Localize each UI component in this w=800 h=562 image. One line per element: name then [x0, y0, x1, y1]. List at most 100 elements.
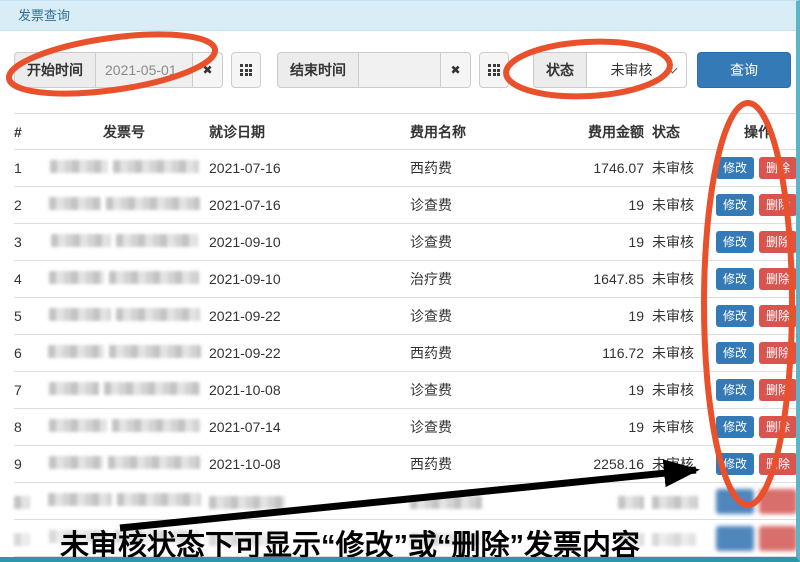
- delete-button[interactable]: 删除: [759, 341, 796, 365]
- status-text: 未审核: [652, 419, 694, 435]
- edit-button[interactable]: 修改: [716, 378, 755, 402]
- status-select[interactable]: 未审核: [587, 52, 687, 88]
- status-text: 未审核: [652, 308, 694, 324]
- visit-date: 2021-09-10: [209, 271, 281, 287]
- invoice-number-redacted: [44, 187, 204, 224]
- row-index: 6: [14, 345, 22, 361]
- clear-icon: ✖: [202, 63, 213, 77]
- search-button[interactable]: 查询: [697, 52, 791, 88]
- fee-amount: 2258.16: [593, 456, 644, 472]
- chevron-down-icon: [667, 63, 678, 74]
- edit-button-redacted[interactable]: [716, 488, 754, 514]
- visit-date: 2021-09-22: [209, 308, 281, 324]
- table-row: 8 2021-07-14 诊查费 19 未审核 修改 删除: [14, 409, 796, 446]
- fee-amount: 1746.07: [593, 160, 644, 176]
- start-time-input[interactable]: [96, 52, 193, 88]
- edit-button[interactable]: 修改: [716, 267, 755, 291]
- col-header-status: 状态: [652, 123, 680, 140]
- edit-button[interactable]: 修改: [716, 341, 755, 365]
- col-header-date: 就诊日期: [209, 123, 265, 140]
- delete-button-redacted[interactable]: [759, 525, 796, 551]
- end-time-input[interactable]: [359, 52, 441, 88]
- start-time-clear-button[interactable]: ✖: [193, 52, 223, 88]
- invoice-number-redacted: [44, 446, 204, 483]
- fee-name: 治疗费: [410, 271, 452, 287]
- status-label: 状态: [533, 52, 587, 88]
- status-selected-value: 未审核: [610, 62, 653, 78]
- edit-button[interactable]: 修改: [716, 156, 755, 180]
- filter-toolbar: 开始时间 ✖ 结束时间 ✖ 状态 未审核 查询: [14, 52, 796, 88]
- visit-date: 2021-07-16: [209, 160, 281, 176]
- table-row: 6 2021-09-22 西药费 116.72 未审核 修改 删除: [14, 335, 796, 372]
- edit-button[interactable]: 修改: [716, 452, 755, 476]
- status-text: 未审核: [652, 271, 694, 287]
- fee-amount: 19: [628, 308, 644, 324]
- fee-name: 西药费: [410, 456, 452, 472]
- invoice-number-redacted: [44, 335, 204, 372]
- invoice-number-redacted: [44, 224, 204, 261]
- col-header-invoice: 发票号: [103, 123, 145, 140]
- visit-date: 2021-09-10: [209, 234, 281, 250]
- delete-button[interactable]: 删除: [759, 230, 796, 254]
- visit-date: 2021-07-14: [209, 419, 281, 435]
- edit-button[interactable]: 修改: [716, 230, 755, 254]
- fee-name: 西药费: [410, 160, 452, 176]
- clear-icon: ✖: [450, 63, 461, 77]
- page-title: 发票查询: [0, 1, 796, 31]
- status-text: 未审核: [652, 345, 694, 361]
- table-row: 3 2021-09-10 诊查费 19 未审核 修改 删除: [14, 224, 796, 261]
- fee-name: 诊查费: [410, 419, 452, 435]
- status-text: 未审核: [652, 456, 694, 472]
- invoice-table: # 发票号 就诊日期 费用名称 费用金额 状态 操作 1 2021-07-16 …: [14, 113, 796, 557]
- visit-date: 2021-07-16: [209, 197, 281, 213]
- row-index: 7: [14, 382, 22, 398]
- col-header-fee: 费用名称: [410, 123, 466, 140]
- status-text: 未审核: [652, 382, 694, 398]
- status-text: 未审核: [652, 160, 694, 176]
- end-time-calendar-button[interactable]: [479, 52, 509, 88]
- annotation-caption: 未审核状态下可显示“修改”或“删除”发票内容: [60, 530, 641, 562]
- fee-amount: 19: [628, 197, 644, 213]
- edit-button[interactable]: 修改: [716, 304, 755, 328]
- table-header-row: # 发票号 就诊日期 费用名称 费用金额 状态 操作: [14, 113, 796, 150]
- table-row: 5 2021-09-22 诊查费 19 未审核 修改 删除: [14, 298, 796, 335]
- invoice-number-redacted: [44, 409, 204, 446]
- delete-button[interactable]: 删除: [759, 415, 796, 439]
- edit-button[interactable]: 修改: [716, 193, 755, 217]
- delete-button[interactable]: 删除: [759, 267, 796, 291]
- fee-amount: 19: [628, 419, 644, 435]
- start-time-calendar-button[interactable]: [231, 52, 261, 88]
- row-index: 2: [14, 197, 22, 213]
- fee-name: 诊查费: [410, 308, 452, 324]
- col-header-index: #: [14, 123, 22, 140]
- table-row: 7 2021-10-08 诊查费 19 未审核 修改 删除: [14, 372, 796, 409]
- edit-button-redacted[interactable]: [716, 525, 754, 551]
- end-time-clear-button[interactable]: ✖: [441, 52, 471, 88]
- delete-button[interactable]: 删除: [759, 193, 796, 217]
- edit-button[interactable]: 修改: [716, 415, 755, 439]
- row-index: 4: [14, 271, 22, 287]
- row-index: 3: [14, 234, 22, 250]
- table-row-redacted: [14, 483, 796, 520]
- invoice-number-redacted: [44, 372, 204, 409]
- table-row: 2 2021-07-16 诊查费 19 未审核 修改 删除: [14, 187, 796, 224]
- calendar-grid-icon: [240, 64, 252, 76]
- visit-date: 2021-10-08: [209, 456, 281, 472]
- fee-name: 诊查费: [410, 197, 452, 213]
- delete-button[interactable]: 删除: [759, 452, 796, 476]
- row-index: 1: [14, 160, 22, 176]
- delete-button[interactable]: 删除: [759, 156, 796, 180]
- end-time-label: 结束时间: [277, 52, 359, 88]
- invoice-number-redacted: [44, 261, 204, 298]
- fee-amount: 19: [628, 382, 644, 398]
- calendar-grid-icon: [488, 64, 500, 76]
- delete-button-redacted[interactable]: [759, 488, 796, 514]
- invoice-number-redacted: [44, 150, 204, 187]
- invoice-number-redacted: [44, 483, 204, 520]
- status-text: 未审核: [652, 197, 694, 213]
- invoice-number-redacted: [44, 520, 204, 557]
- delete-button[interactable]: 删除: [759, 304, 796, 328]
- delete-button[interactable]: 删除: [759, 378, 796, 402]
- fee-amount: 1647.85: [593, 271, 644, 287]
